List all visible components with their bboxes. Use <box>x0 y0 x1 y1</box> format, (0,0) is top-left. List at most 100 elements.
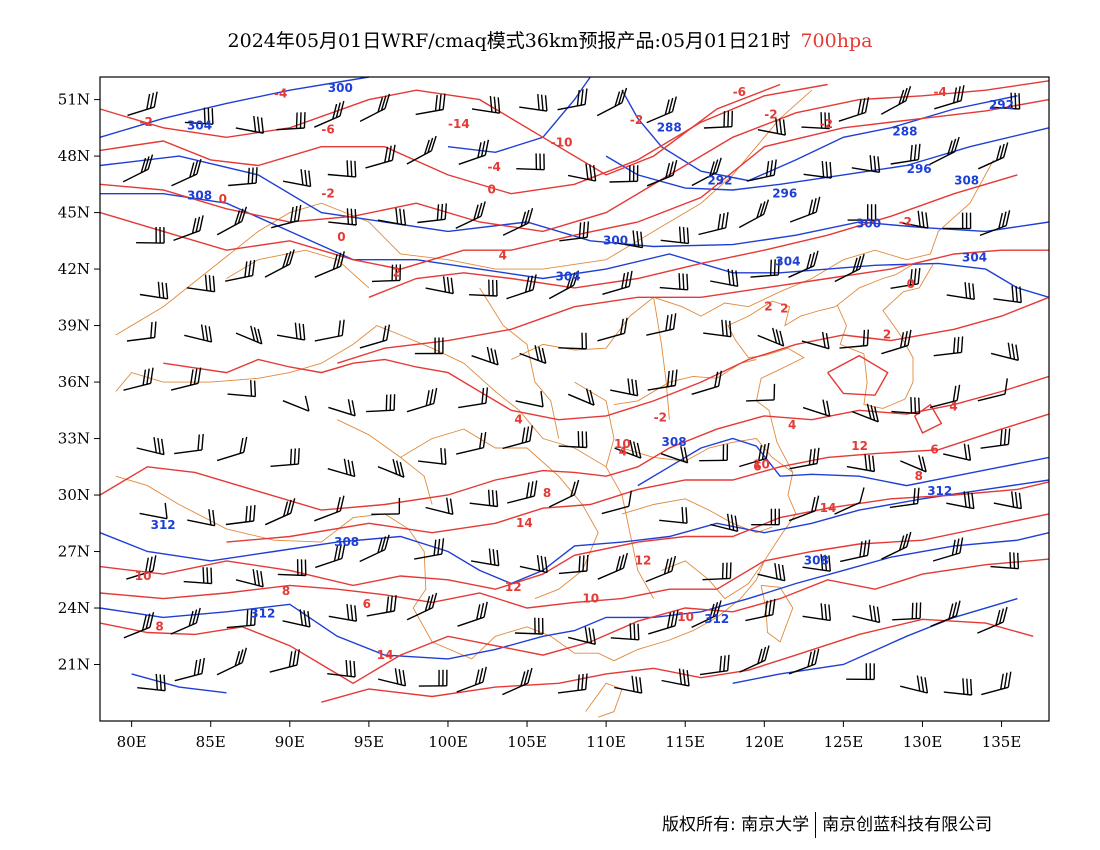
wind-barb-feather <box>756 203 763 219</box>
temperature-contour-12 <box>321 618 1034 703</box>
wind-barb-feather <box>433 539 437 556</box>
wind-barb-shaft <box>225 274 253 282</box>
wind-barb-feather <box>294 322 298 339</box>
wind-barb-feather <box>1003 142 1009 158</box>
wind-barb-feather <box>671 555 677 572</box>
wind-barb-feather <box>921 211 925 228</box>
wind-barb-shaft <box>610 389 638 397</box>
wind-barb-8 <box>136 226 165 244</box>
wind-barb-feather <box>902 533 908 549</box>
wind-barb-feather <box>538 346 543 363</box>
height-label: 312 <box>250 606 275 620</box>
wind-barb-162 <box>789 196 821 223</box>
temperature-label: 6 <box>363 597 371 611</box>
wind-barb-feather <box>636 231 640 247</box>
wind-barb-28 <box>235 325 263 345</box>
wind-barb-feather <box>812 198 817 214</box>
wind-barb-feather <box>593 165 597 182</box>
wind-barb-feather <box>585 431 588 448</box>
wind-barb-shaft <box>415 108 444 116</box>
wind-barb-shaft <box>328 221 357 226</box>
wind-barb-feather <box>729 320 732 337</box>
wind-barb-shaft <box>216 220 243 236</box>
wind-barb-feather <box>962 678 965 695</box>
wind-barb-92 <box>502 425 533 450</box>
wind-barb-feather <box>824 554 828 571</box>
wind-barb-shaft <box>507 495 535 504</box>
wind-barb-feather <box>719 655 722 672</box>
wind-barb-103 <box>558 431 588 449</box>
wind-barb-feather <box>814 648 820 665</box>
wind-barb-111 <box>610 623 640 641</box>
temperature-contour-11 <box>99 558 1050 685</box>
wind-barb-81 <box>456 432 487 455</box>
wind-barb-feather <box>343 458 348 475</box>
boundary-line-3 <box>463 362 654 599</box>
wind-barb-shaft <box>456 447 484 455</box>
wind-barb-193 <box>933 336 964 357</box>
wind-barb-131 <box>646 96 677 124</box>
wind-barb-feather <box>967 492 971 508</box>
wind-barb-16 <box>170 367 202 391</box>
wind-barb-feather <box>482 666 487 683</box>
wind-barb-feather <box>1007 342 1012 359</box>
wind-barb-feather <box>712 602 719 618</box>
wind-barb-feather <box>970 679 973 696</box>
wind-barb-146 <box>751 508 780 526</box>
wind-barb-shaft <box>691 614 718 629</box>
wind-barb-shaft <box>980 443 1009 449</box>
wind-barb-feather <box>442 93 446 110</box>
boundary-line-20 <box>337 419 433 505</box>
wind-barb-shaft <box>557 103 586 111</box>
wind-barb-136 <box>699 444 729 462</box>
height-label: 296 <box>907 162 932 176</box>
wind-barb-feather <box>350 604 354 621</box>
wind-barb-shaft <box>235 127 264 134</box>
wind-barb-112 <box>597 552 628 580</box>
wind-barb-107 <box>559 221 590 242</box>
height-label: 292 <box>707 173 732 187</box>
wind-barb-feather <box>924 677 929 694</box>
wind-barb-feather <box>918 397 921 414</box>
temperature-label: 4 <box>619 445 627 459</box>
wind-barb-feather <box>246 609 249 626</box>
wind-barb-48 <box>327 458 356 478</box>
wind-barb-shaft <box>139 512 168 520</box>
x-tick-label: 135E <box>982 733 1022 751</box>
wind-barb-113 <box>601 490 632 515</box>
wind-barb-shaft <box>990 352 1019 361</box>
wind-barb-shaft <box>548 494 575 508</box>
wind-barb-feather <box>402 670 407 686</box>
wind-barb-shaft <box>365 159 393 169</box>
wind-barb-106 <box>548 270 580 300</box>
wind-barb-feather <box>828 112 831 129</box>
wind-barb-49 <box>328 399 356 417</box>
temperature-label: -2 <box>321 187 334 201</box>
wind-barb-118 <box>614 230 644 249</box>
wind-barb-feather <box>398 669 403 686</box>
wind-barb-167 <box>840 539 871 563</box>
wind-barb-shaft <box>889 502 918 509</box>
temperature-contour-8 <box>226 413 1050 543</box>
wind-barb-feather <box>808 199 814 215</box>
wind-barb-feather <box>573 479 580 495</box>
wind-barb-feather <box>244 261 248 278</box>
wind-barb-shaft <box>558 347 587 350</box>
wind-barb-feather <box>211 108 214 125</box>
wind-barb-shaft <box>456 681 484 693</box>
wind-barb-feather <box>544 556 548 573</box>
wind-barb-99 <box>557 673 588 694</box>
wind-barb-104 <box>567 388 595 406</box>
temperature-label: 0 <box>907 277 915 291</box>
wind-barb-feather <box>387 145 392 162</box>
wind-barb-shaft <box>502 682 529 696</box>
wind-barb-feather <box>541 347 547 364</box>
wind-barb-feather <box>484 139 490 156</box>
wind-barb-feather <box>910 397 913 414</box>
wind-barb-feather <box>202 567 205 584</box>
wind-barb-feather <box>920 676 925 693</box>
wind-barb-feather <box>621 87 628 103</box>
wind-barb-shaft <box>225 520 254 526</box>
wind-barb-feather <box>866 539 871 556</box>
wind-barb-shaft <box>469 294 498 297</box>
